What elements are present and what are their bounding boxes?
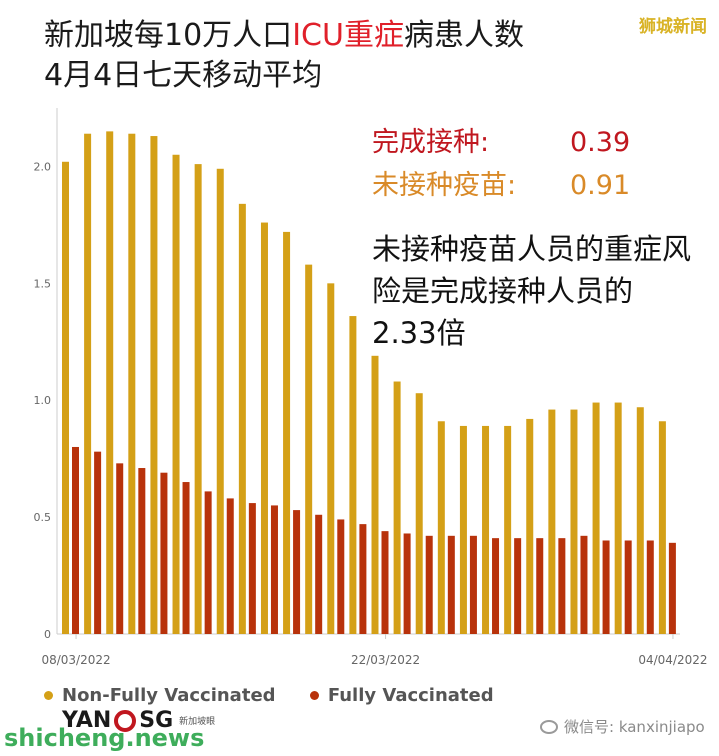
bar-fully <box>337 519 345 634</box>
bar-nonfully <box>106 131 114 634</box>
x-tick-label: 22/03/2022 <box>351 653 420 667</box>
bar-fully <box>226 498 234 634</box>
bar-nonfully <box>84 133 92 634</box>
wechat-icon <box>540 719 558 734</box>
bar-nonfully <box>260 222 268 634</box>
y-tick-label: 1.5 <box>34 277 52 290</box>
bar-nonfully <box>504 425 512 634</box>
bar-nonfully <box>570 409 578 634</box>
bar-nonfully <box>658 421 666 634</box>
logo-subtitle: 新加坡眼 <box>179 717 216 727</box>
legend-item-nonfully: Non-Fully Vaccinated <box>44 685 276 706</box>
bar-nonfully <box>437 421 445 634</box>
stat-fully-value: 0.39 <box>570 127 631 158</box>
watermark-top: 狮城新闻 <box>639 17 707 37</box>
bar-fully <box>536 538 544 634</box>
bar-fully <box>182 482 190 634</box>
bar-nonfully <box>349 316 357 634</box>
bar-nonfully <box>172 154 180 634</box>
bar-fully <box>381 531 389 634</box>
bar-chart: 0 0.5 1.0 1.5 2.0 08/03/2022 22/03/2022 04/04/2… <box>34 108 708 667</box>
y-tick-label: 0 <box>44 628 51 641</box>
title-prefix: 新加坡每10万人口 <box>44 18 293 53</box>
risk-conclusion: 未接种疫苗人员的重症风险是完成接种人员的2.33倍 <box>372 232 692 350</box>
bar-fully <box>492 538 500 634</box>
logo-text-right: SG <box>139 708 174 733</box>
bar-fully <box>558 538 566 634</box>
stat-unvax-value: 0.91 <box>570 170 631 201</box>
bar-nonfully <box>327 283 335 634</box>
bar-fully <box>116 463 124 634</box>
title-suffix: 病患人数 <box>403 18 524 53</box>
bar-fully <box>94 451 102 634</box>
site-watermark: shicheng.news <box>4 724 205 752</box>
bar-nonfully <box>150 136 158 634</box>
bar-fully <box>447 535 455 634</box>
x-tick-label: 08/03/2022 <box>41 653 110 667</box>
title-highlight: ICU重症 <box>292 18 404 53</box>
legend-label-nonfully: Non-Fully Vaccinated <box>62 685 276 706</box>
bar-nonfully <box>548 409 556 634</box>
legend-dot-icon <box>309 691 319 700</box>
wechat-label: 微信号: kanxinjiapo <box>564 718 705 736</box>
chart-legend: Non-Fully Vaccinated Fully Vaccinated <box>44 684 522 706</box>
bar-nonfully <box>459 425 467 634</box>
wechat-id: 微信号: kanxinjiapo <box>540 716 705 737</box>
bar-fully <box>403 533 411 634</box>
bar-fully <box>359 524 367 634</box>
bar-fully <box>602 540 610 634</box>
bar-fully <box>138 468 146 634</box>
y-tick-label: 0.5 <box>34 511 52 524</box>
y-tick-label: 1.0 <box>34 394 52 407</box>
stat-unvaccinated: 未接种疫苗: 0.91 <box>372 170 630 202</box>
logo-eye-icon <box>114 709 137 732</box>
bar-nonfully <box>283 231 291 634</box>
bar-fully <box>514 538 522 634</box>
bar-nonfully <box>216 168 224 634</box>
y-tick-label: 2.0 <box>34 160 52 173</box>
chart-title-line1: 新加坡每10万人口ICU重症病患人数 <box>44 18 524 54</box>
bar-fully <box>315 514 323 634</box>
bar-fully <box>293 510 301 634</box>
bar-fully <box>270 505 278 634</box>
bar-nonfully <box>614 402 622 634</box>
bar-fully <box>160 472 168 634</box>
legend-label-fully: Fully Vaccinated <box>327 685 494 706</box>
bar-fully <box>248 503 256 634</box>
bar-fully <box>72 446 79 634</box>
bar-nonfully <box>62 161 69 634</box>
bar-nonfully <box>371 355 379 634</box>
bar-fully <box>425 535 433 634</box>
chart-title-line2: 4月4日七天移动平均 <box>44 58 323 93</box>
legend-item-fully: Fully Vaccinated <box>309 685 494 706</box>
x-tick-label: 04/04/2022 <box>638 653 707 667</box>
stat-fully-label: 完成接种: <box>372 127 490 158</box>
bar-nonfully <box>194 164 202 634</box>
bar-fully <box>668 542 676 634</box>
brand-logo: YAN SG 新加坡眼 <box>62 708 215 733</box>
bar-fully <box>580 535 588 634</box>
bar-nonfully <box>128 133 136 634</box>
bar-nonfully <box>592 402 600 634</box>
bar-fully <box>646 540 654 634</box>
bar-nonfully <box>526 418 534 634</box>
stat-fully-vaccinated: 完成接种: 0.39 <box>372 127 630 159</box>
bar-nonfully <box>482 425 490 634</box>
bar-fully <box>204 491 212 634</box>
stat-unvax-label: 未接种疫苗: <box>372 170 517 201</box>
bar-nonfully <box>305 264 313 634</box>
bar-nonfully <box>636 407 644 634</box>
bar-fully <box>469 535 477 634</box>
bar-nonfully <box>415 393 423 634</box>
bar-nonfully <box>238 203 246 635</box>
bar-fully <box>624 540 632 634</box>
legend-dot-icon <box>44 691 53 700</box>
logo-text-left: YAN <box>62 708 112 733</box>
bar-nonfully <box>393 381 401 634</box>
